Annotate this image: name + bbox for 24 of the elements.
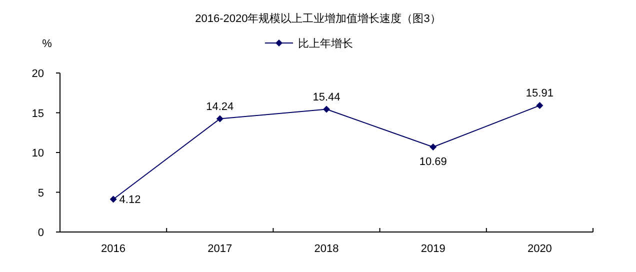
x-tick-label: 2019 <box>420 243 446 255</box>
x-tick-label: 2016 <box>101 243 126 255</box>
legend: 比上年增长 <box>264 38 353 50</box>
x-tick-label: 2020 <box>527 243 552 255</box>
point <box>536 102 544 110</box>
point <box>323 106 330 113</box>
y-tick-label: 0 <box>38 227 44 239</box>
point <box>430 144 437 151</box>
label: 15.44 <box>312 91 340 104</box>
label: 10.69 <box>419 156 447 168</box>
x-tick-label: 2018 <box>314 243 339 255</box>
ylabel: % <box>42 38 52 50</box>
y-tick-label: 20 <box>32 68 44 80</box>
y-tick-label: 15 <box>32 108 44 120</box>
point <box>110 196 117 203</box>
y-tick-label: 5 <box>38 187 44 200</box>
x-tick-label: 2017 <box>208 243 232 255</box>
point <box>216 115 224 122</box>
label: 15.91 <box>526 88 554 100</box>
title: 2016-2020年规模以上工业增加值增长速度（图3） <box>195 13 441 25</box>
legend-label: 比上年增长 <box>298 37 353 50</box>
y-tick-label: 10 <box>32 148 44 160</box>
label: 14.24 <box>206 100 234 113</box>
label: 4.12 <box>119 194 141 206</box>
